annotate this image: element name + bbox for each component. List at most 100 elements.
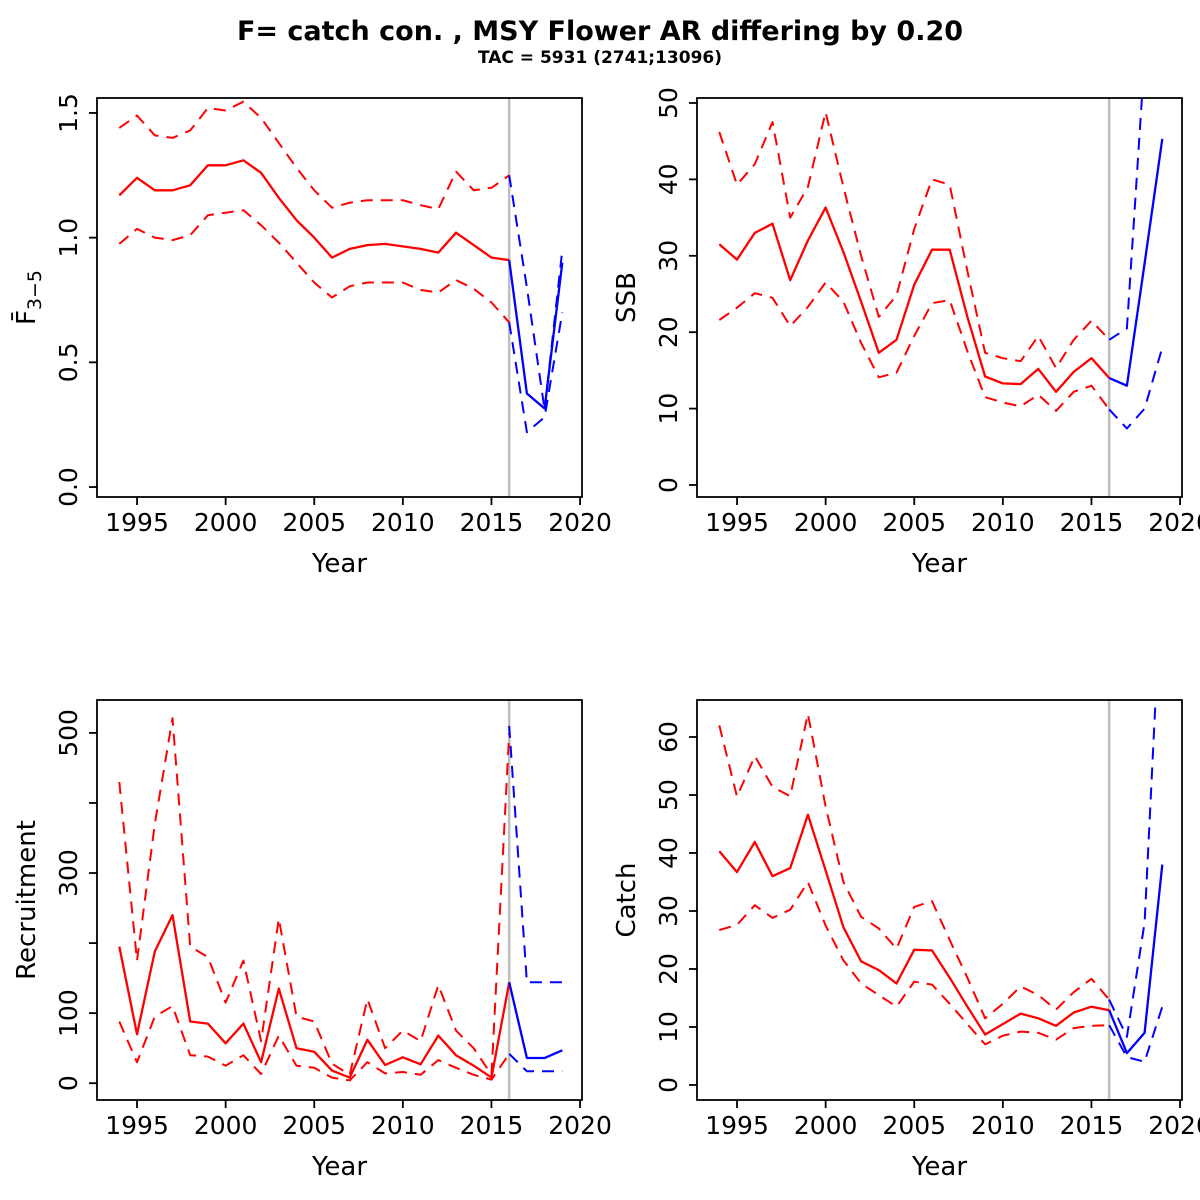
x-tick-label: 2010: [371, 508, 435, 537]
y-tick-label: 10: [654, 1011, 683, 1043]
y-tick-label: 50: [654, 779, 683, 811]
y-tick-label: 100: [54, 989, 83, 1037]
plot-box-recruitment: [96, 699, 583, 1101]
panel-ssb: 1995 2000 2005 2010 2015 2020 Year 0 10 20 30 40 50 S…: [612, 87, 1200, 579]
x-tick-label: 2000: [794, 508, 858, 537]
y-axis-title-ssb: SSB: [612, 272, 642, 323]
series-recruitment-ci-lower-historical: [118, 1005, 511, 1082]
x-tick-label: 2020: [1148, 508, 1200, 537]
series-catch-ci-upper-historical: [718, 712, 1110, 1020]
series-ssb-median-projection: [1108, 138, 1164, 387]
x-tick-label: 2005: [882, 1111, 946, 1140]
plot-box-fbar: [96, 97, 583, 498]
x-tick-label: 2000: [194, 508, 258, 537]
y-axis-recruitment: 0 100 300 500 Recruitment: [12, 709, 97, 1091]
series-ssb-median-historical: [718, 206, 1111, 393]
series-recruitment-ci-upper-projection: [508, 725, 563, 984]
x-axis-catch: 1995 2000 2005 2010 2015 2020 Year: [705, 1100, 1200, 1182]
x-axis-ssb: 1995 2000 2005 2010 2015 2020 Year: [705, 497, 1200, 579]
x-tick-label: 2000: [194, 1111, 258, 1140]
x-tick-label: 2015: [460, 1111, 524, 1140]
x-axis-recruitment: 1995 2000 2005 2010 2015 2020 Year: [105, 1100, 612, 1182]
series-ssb-ci-lower-historical: [718, 281, 1111, 412]
plot-box-catch: [696, 699, 1183, 1101]
series-fbar-median-projection: [508, 259, 564, 410]
x-tick-label: 2020: [548, 1111, 612, 1140]
y-tick-label: 0: [654, 1077, 683, 1093]
series-ssb-ci-upper-historical: [718, 111, 1110, 370]
y-axis-title-catch: Catch: [612, 862, 642, 937]
y-axis-catch: 0 10 20 30 40 50 60 Catch: [612, 721, 697, 1093]
x-tick-label: 2010: [971, 1111, 1035, 1140]
y-axis-title-fbar: F̄3−5: [10, 270, 46, 325]
x-axis-title-ssb: Year: [911, 549, 967, 579]
panel-fbar: 1995 2000 2005 2010 2015 2020 Year 0.0 0.5 1.0 1.5…: [10, 93, 612, 579]
figure-subtitle: TAC = 5931 (2741;13096): [477, 48, 723, 68]
series-catch-median-historical: [718, 813, 1110, 1036]
series-fbar-ci-upper-historical: [118, 100, 510, 210]
y-tick-label: 30: [654, 895, 683, 927]
series-fbar-ci-lower-projection: [508, 312, 564, 434]
series-recruitment-ci-lower-projection: [508, 1053, 563, 1073]
y-tick-label: 1.0: [54, 218, 83, 258]
figure-title: F= catch con. , MSY Flower AR differing …: [236, 16, 964, 47]
series-recruitment-ci-upper-historical: [118, 717, 511, 1076]
panel-recruitment: 1995 2000 2005 2010 2015 2020 Year 0 100 300 500 Re…: [12, 699, 612, 1182]
x-tick-label: 2000: [794, 1111, 858, 1140]
y-axis-title-recruitment: Recruitment: [12, 820, 42, 980]
y-axis-ssb: 0 10 20 30 40 50 SSB: [612, 87, 697, 493]
plot-area-recruitment: [118, 700, 563, 1100]
x-tick-label: 2010: [371, 1111, 435, 1140]
series-fbar-ci-lower-historical: [118, 209, 510, 324]
y-tick-label: 10: [654, 393, 683, 425]
y-tick-label: 60: [654, 721, 683, 753]
y-tick-label: 0.5: [54, 342, 83, 382]
x-tick-label: 2015: [1060, 508, 1124, 537]
series-fbar-ci-upper-projection: [508, 175, 564, 411]
series-catch-ci-upper-projection: [1108, 700, 1157, 1038]
series-recruitment-median-projection: [508, 982, 563, 1060]
y-tick-label: 500: [54, 709, 83, 757]
y-tick-label: 40: [654, 837, 683, 869]
x-axis-title-recruitment: Year: [311, 1152, 367, 1182]
plot-box-ssb: [696, 97, 1183, 498]
x-tick-label: 2005: [282, 508, 346, 537]
y-tick-label: 40: [654, 163, 683, 195]
panel-catch: 1995 2000 2005 2010 2015 2020 Year 0 10 20 30 40 50 6…: [612, 699, 1200, 1182]
series-catch-ci-lower-projection: [1108, 1006, 1164, 1063]
y-tick-label: 20: [654, 953, 683, 985]
plot-area-ssb: [718, 98, 1164, 497]
series-catch-median-projection: [1108, 864, 1164, 1055]
x-axis-fbar: 1995 2000 2005 2010 2015 2020 Year: [105, 497, 612, 579]
x-tick-label: 2010: [971, 508, 1035, 537]
y-tick-label: 1.5: [54, 93, 83, 133]
series-ssb-ci-lower-projection: [1108, 347, 1164, 430]
y-axis-fbar: 0.0 0.5 1.0 1.5 F̄3−5: [10, 93, 97, 507]
x-tick-label: 1995: [705, 1111, 769, 1140]
x-tick-label: 2020: [1148, 1111, 1200, 1140]
series-fbar-median-historical: [118, 159, 510, 262]
x-tick-label: 2005: [282, 1111, 346, 1140]
x-tick-label: 2015: [460, 508, 524, 537]
y-tick-label: 0: [54, 1075, 83, 1091]
series-catch-ci-lower-historical: [719, 881, 1110, 1046]
y-tick-label: 300: [54, 849, 83, 897]
x-tick-label: 1995: [105, 508, 169, 537]
y-tick-label: 50: [654, 87, 683, 119]
x-tick-label: 1995: [105, 1111, 169, 1140]
plot-area-fbar: [118, 98, 564, 497]
plot-area-catch: [718, 700, 1164, 1100]
x-tick-label: 2020: [548, 508, 612, 537]
x-axis-title-catch: Year: [911, 1152, 967, 1182]
x-tick-label: 1995: [705, 508, 769, 537]
series-ssb-ci-upper-projection: [1108, 98, 1143, 341]
x-tick-label: 2015: [1060, 1111, 1124, 1140]
y-tick-label: 0: [654, 477, 683, 493]
y-tick-label: 30: [654, 240, 683, 272]
x-axis-title-fbar: Year: [311, 549, 367, 579]
x-tick-label: 2005: [882, 508, 946, 537]
y-tick-label: 0.0: [54, 467, 83, 507]
series-recruitment-median-historical: [118, 913, 511, 1079]
